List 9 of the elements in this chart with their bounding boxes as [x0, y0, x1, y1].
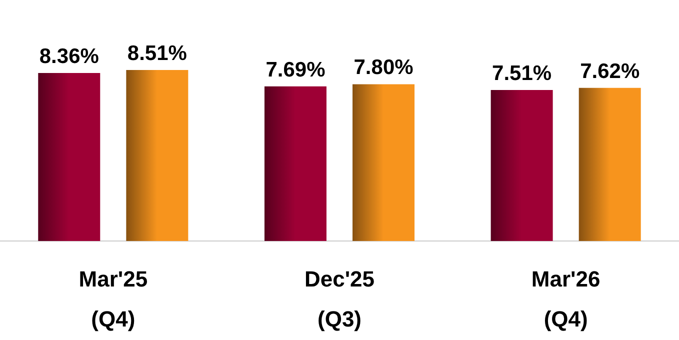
data-label: 7.80%	[354, 56, 414, 80]
x-tick-label: Mar'26 (Q4)	[531, 266, 600, 332]
data-label: 7.51%	[492, 62, 552, 86]
data-label: 7.62%	[580, 60, 640, 83]
data-label: 8.36%	[39, 44, 100, 68]
data-label: 8.51%	[127, 42, 188, 65]
x-tick-label: Mar'25 (Q4)	[78, 266, 148, 332]
x-tick-label: Dec'25 (Q3)	[304, 266, 375, 332]
data-label: 7.69%	[266, 58, 326, 82]
